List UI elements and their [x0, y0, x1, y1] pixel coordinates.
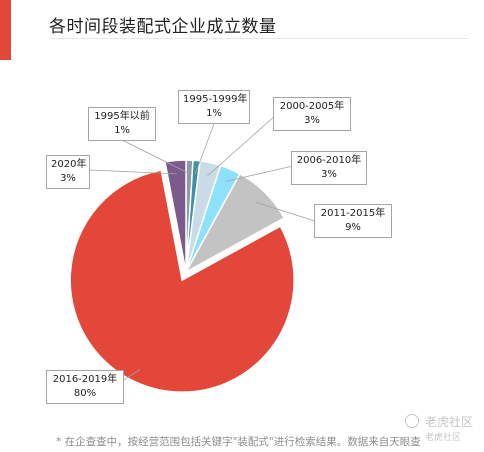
slice-value: 1%: [206, 108, 222, 119]
watermark-logo-icon: [405, 414, 419, 428]
leader-line-6: [89, 169, 177, 175]
chart-title: 各时间段装配式企业成立数量: [49, 17, 277, 37]
slice-label: 1995年以前: [94, 111, 150, 122]
label-box-2011-2015: 2011-2015年 9%: [314, 204, 392, 238]
leader-line-5: [123, 368, 141, 381]
slice-value: 3%: [321, 169, 337, 180]
leader-line-0: [121, 139, 190, 174]
label-box-2000-2005: 2000-2005年 3%: [273, 97, 351, 131]
slice-value: 3%: [60, 173, 76, 184]
watermark-sub: 老虎社区: [425, 433, 462, 443]
watermark-name: 老虎社区: [425, 415, 474, 429]
pie-slice-5: [69, 169, 295, 393]
leader-line-1: [194, 123, 215, 175]
label-box-2020: 2020年 3%: [46, 155, 90, 189]
source-footnote: * 在企查查中，按经营范围包括关键字"装配式"进行检索结果。数据来自天眼查: [56, 436, 421, 448]
leader-line-4: [255, 201, 316, 222]
slice-label: 2011-2015年: [320, 208, 386, 219]
label-box-2016-2019: 2016-2019年 80%: [46, 370, 124, 404]
slice-label: 2000-2005年: [279, 101, 345, 112]
label-box-2006-2010: 2006-2010年 3%: [291, 151, 367, 185]
pie-slice-6: [164, 159, 187, 273]
slice-label: 1995-1999年: [183, 94, 248, 105]
title-divider: [49, 38, 469, 39]
leader-line-3: [225, 165, 294, 182]
label-box-1995-1999: 1995-1999年 1%: [178, 90, 250, 124]
pie-slice-4: [184, 172, 286, 274]
slice-value: 1%: [114, 125, 130, 136]
watermark: 老虎社区 老虎社区: [405, 413, 477, 449]
leader-line-2: [207, 114, 277, 177]
slice-label: 2006-2010年: [296, 155, 362, 166]
slice-value: 3%: [304, 115, 320, 126]
slice-value: 9%: [345, 222, 361, 233]
slice-value: 80%: [73, 388, 97, 399]
slice-label: 2020年: [51, 159, 87, 170]
slice-label: 2016-2019年: [52, 374, 118, 385]
label-box-1995-before: 1995年以前 1%: [88, 107, 156, 141]
title-accent-bar: [0, 0, 11, 60]
